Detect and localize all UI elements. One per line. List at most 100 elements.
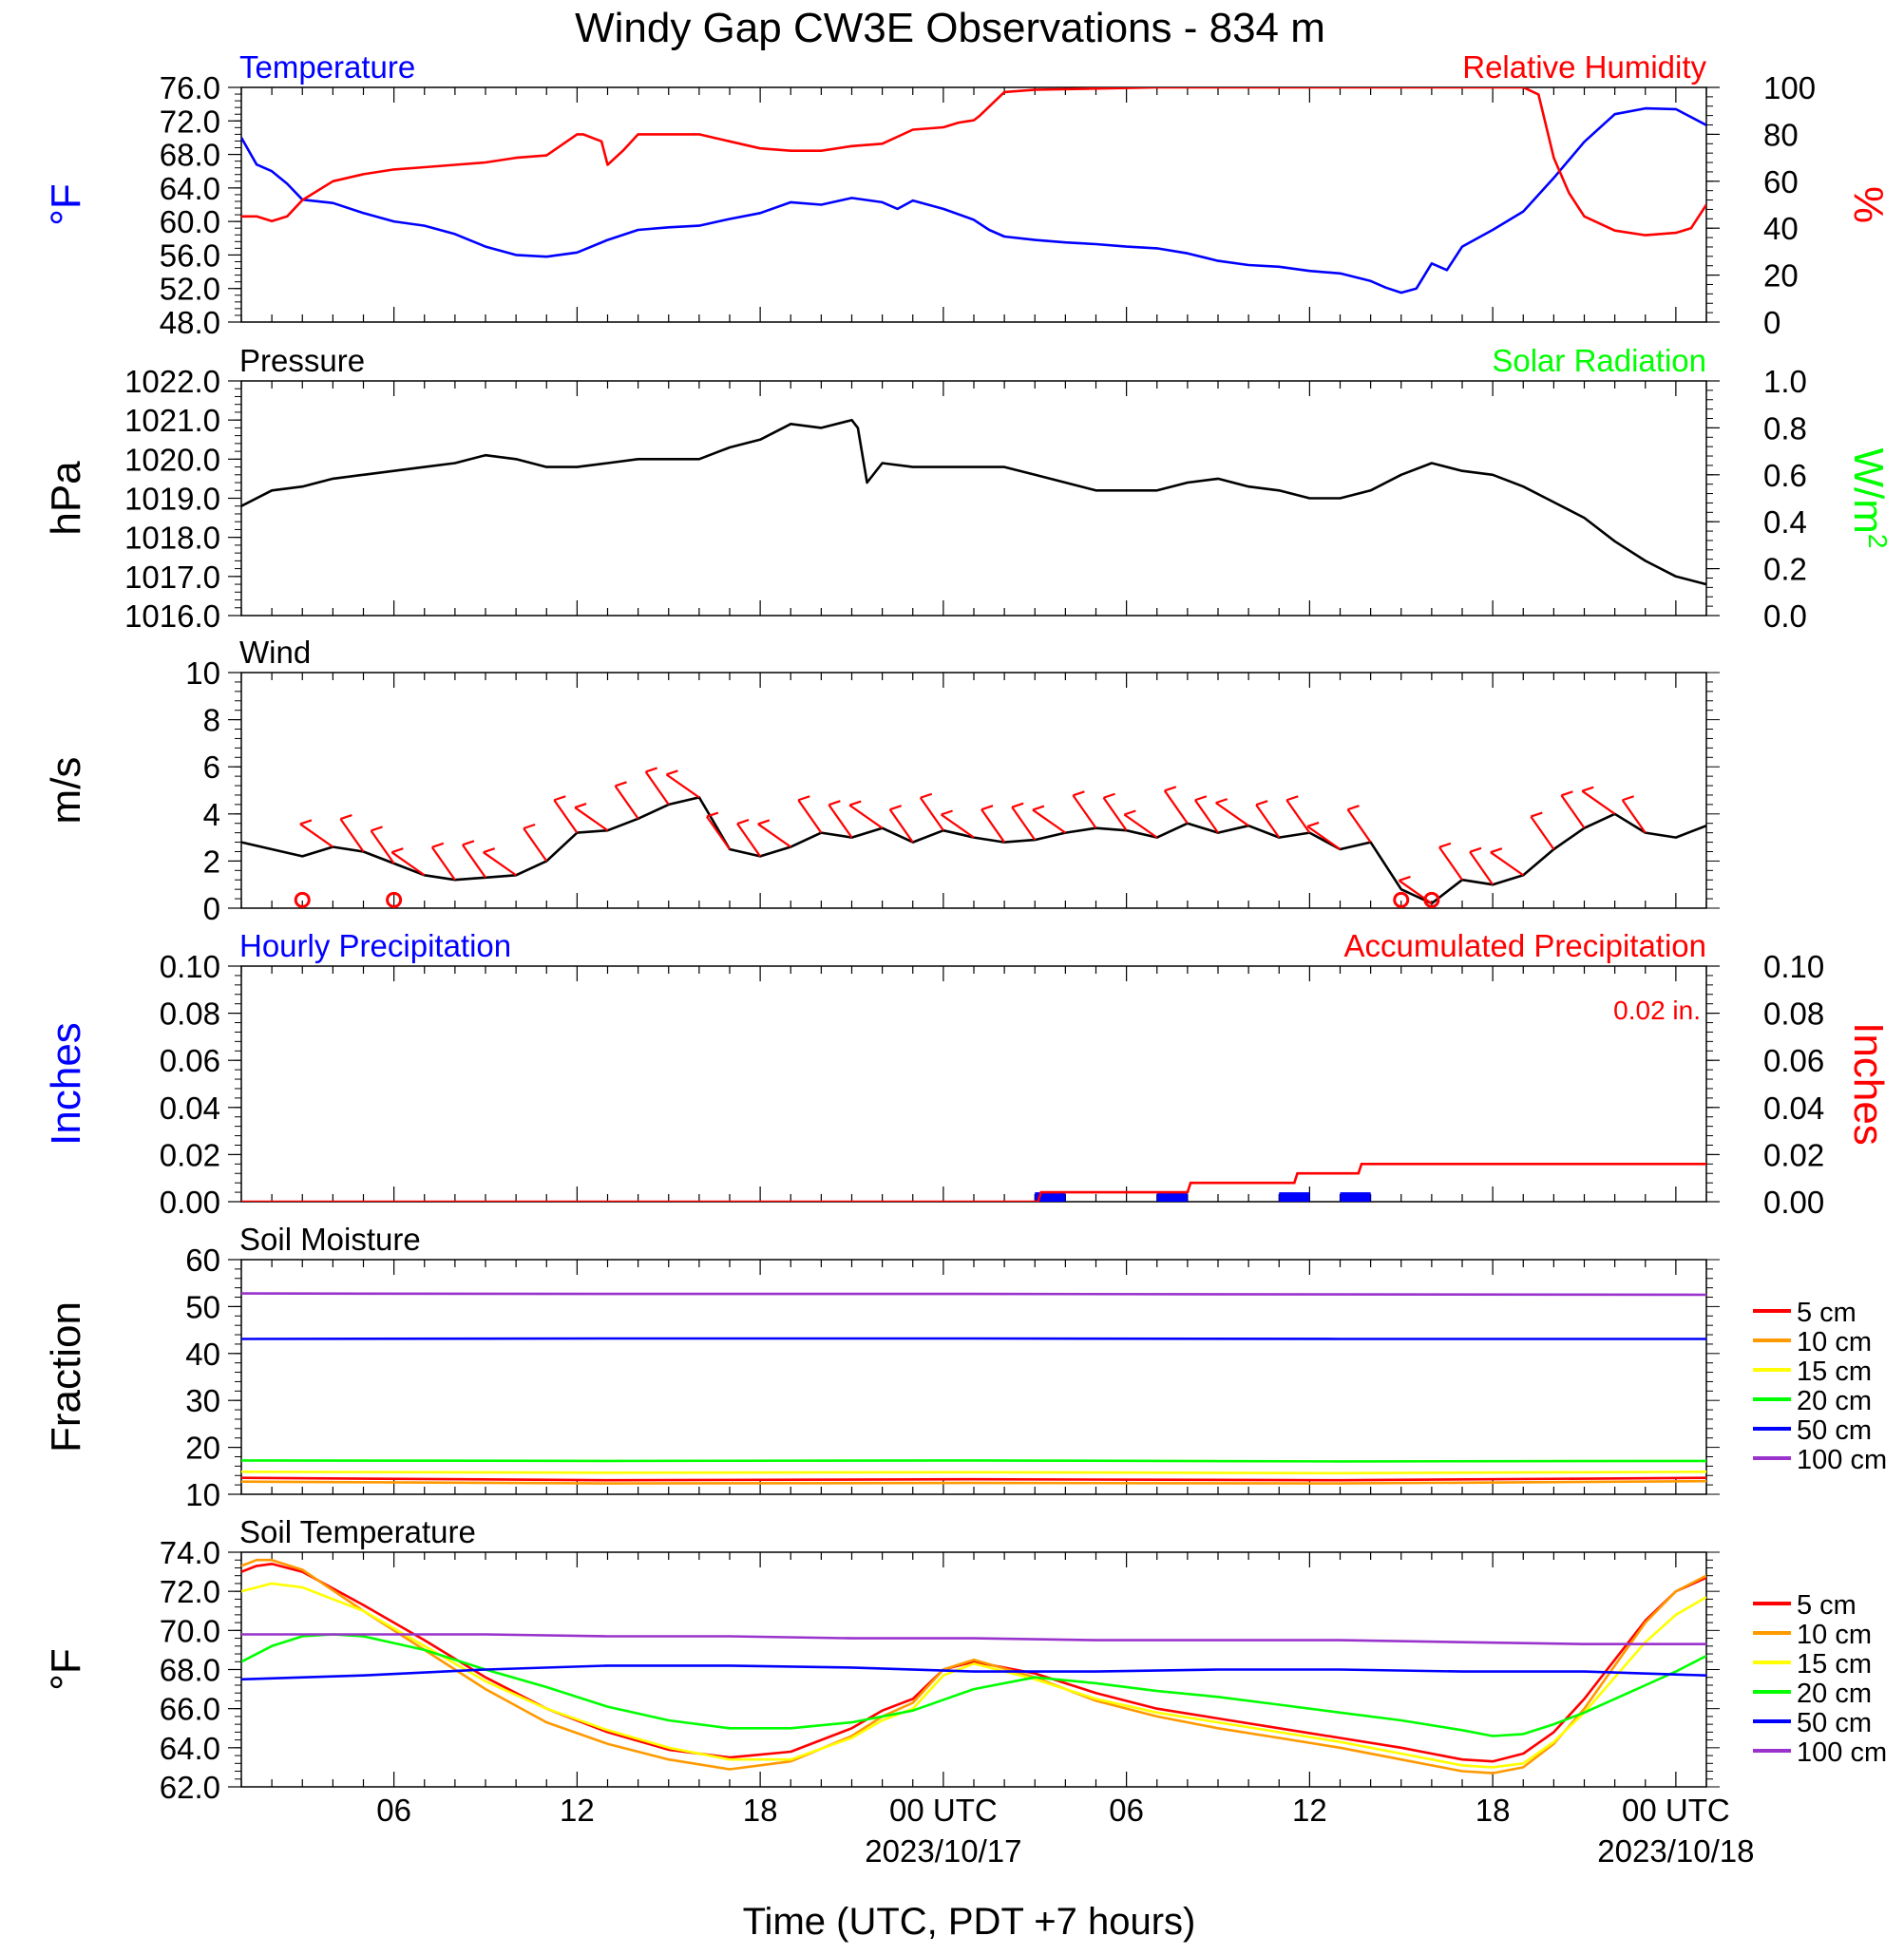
wind-barb bbox=[1306, 826, 1342, 850]
legend-label: 50 cm bbox=[1797, 1415, 1872, 1446]
y-tick-label-right: 0.10 bbox=[1763, 949, 1824, 984]
plot-frame bbox=[240, 965, 1707, 1203]
wind-barb-flag bbox=[462, 840, 475, 846]
wind-barb bbox=[828, 804, 853, 839]
wind-barb-flag bbox=[574, 803, 587, 809]
plot-area bbox=[241, 767, 1706, 905]
wind-barb-flag bbox=[431, 842, 445, 848]
wind-barb bbox=[1346, 808, 1372, 844]
series-line-5-cm bbox=[241, 1476, 1706, 1482]
y-tick-label-left: 56.0 bbox=[160, 237, 220, 273]
y-tick-label-left: 6 bbox=[203, 750, 220, 785]
y-tick-label-left: 74.0 bbox=[160, 1535, 220, 1570]
y-tick-label-left: 1020.0 bbox=[124, 442, 220, 477]
y-tick-label-right: 0 bbox=[1763, 305, 1780, 340]
y-tick-label-left: 2 bbox=[203, 844, 220, 879]
y-tick-label-left: 0 bbox=[203, 891, 220, 926]
wind-barb bbox=[1255, 804, 1281, 839]
y-tick-label-left: 0.04 bbox=[160, 1091, 220, 1126]
hourly-precip-bar bbox=[1156, 1192, 1188, 1202]
wind-barb-flag bbox=[1011, 802, 1024, 808]
wind-barb-flag bbox=[299, 819, 313, 826]
y-axis-label-left: m/s bbox=[43, 757, 89, 825]
series-line-20-cm bbox=[241, 1633, 1706, 1737]
y-tick-label-right: 1.0 bbox=[1763, 364, 1807, 399]
wind-barb-flag bbox=[1581, 786, 1594, 792]
y-tick-label-left: 66.0 bbox=[160, 1692, 220, 1727]
wind-barb-flag bbox=[1215, 798, 1228, 805]
wind-barb-flag bbox=[920, 792, 933, 799]
y-tick-label-right: 0.02 bbox=[1763, 1137, 1824, 1172]
y-tick-label-left: 64.0 bbox=[160, 1731, 220, 1766]
series-line-temperature bbox=[241, 106, 1706, 294]
wind-barb bbox=[644, 770, 670, 806]
wind-barb-flag bbox=[1490, 847, 1503, 854]
y-tick-label-left: 0.00 bbox=[160, 1185, 220, 1220]
calm-wind-marker bbox=[294, 891, 311, 908]
y-tick-label-left: 1017.0 bbox=[124, 560, 220, 595]
calm-wind-marker bbox=[386, 891, 403, 908]
y-tick-label-right: 80 bbox=[1763, 117, 1799, 152]
wind-barb bbox=[1032, 808, 1067, 834]
y-axis-label-right: Inches bbox=[1845, 1022, 1892, 1146]
panel-precipitation: 0.10 0.08 0.06 0.04 0.02 0.00 0.10 0.08 0.06 0.04… bbox=[43, 928, 1892, 1220]
y-tick-label-right: 0.00 bbox=[1763, 1185, 1824, 1220]
wind-barb bbox=[848, 804, 884, 829]
x-tick-label: 00 UTC bbox=[1622, 1793, 1730, 1828]
series-line-15-cm bbox=[241, 1471, 1706, 1475]
wind-barb-flag bbox=[340, 814, 352, 821]
wind-barb bbox=[1102, 797, 1128, 831]
y-tick-label-left: 0.06 bbox=[160, 1043, 220, 1078]
panel-title-left: Temperature bbox=[239, 49, 415, 85]
panel-soil_temperature: 74.0 72.0 70.0 68.0 66.0 64.0 62.0 Soil Tempera… bbox=[43, 1514, 1887, 1805]
wind-barb-flag bbox=[1255, 800, 1268, 807]
panel-title-right: Accumulated Precipitation bbox=[1343, 928, 1706, 963]
y-axis-label-left: °F bbox=[43, 183, 89, 225]
wind-barb-flag bbox=[1622, 795, 1635, 802]
wind-barb bbox=[299, 823, 334, 848]
wind-barb bbox=[665, 773, 700, 799]
wind-barb-flag bbox=[1399, 875, 1411, 882]
y-tick-label-left: 52.0 bbox=[160, 272, 220, 307]
y-tick-label-right: 40 bbox=[1763, 211, 1799, 246]
panel-wind: 10 8 6 4 2 0 Wind m/s bbox=[43, 635, 1720, 926]
x-tick-date-label: 2023/10/17 bbox=[865, 1833, 1021, 1869]
y-tick-label-left: 1022.0 bbox=[124, 364, 220, 399]
wind-barb bbox=[1011, 807, 1037, 841]
wind-barb-flag bbox=[1073, 790, 1085, 797]
wind-barb bbox=[736, 823, 762, 858]
wind-barb bbox=[1215, 802, 1249, 827]
x-tick-label: 18 bbox=[743, 1793, 778, 1828]
legend-label: 100 cm bbox=[1797, 1445, 1887, 1475]
x-tick-label: 12 bbox=[1292, 1793, 1327, 1828]
wind-barb bbox=[1123, 813, 1158, 839]
legend-label: 5 cm bbox=[1797, 1590, 1856, 1621]
wind-barb-flag bbox=[757, 819, 771, 826]
y-tick-label-left: 30 bbox=[185, 1383, 220, 1418]
y-axis-label-left: hPa bbox=[43, 461, 89, 536]
series-line-15-cm bbox=[241, 1582, 1706, 1769]
wind-barb bbox=[1581, 789, 1616, 815]
wind-barb bbox=[462, 844, 486, 879]
wind-barb-flag bbox=[706, 811, 719, 818]
y-tick-label-left: 20 bbox=[185, 1431, 220, 1466]
y-tick-label-right: 20 bbox=[1763, 258, 1799, 294]
wind-barb bbox=[1163, 789, 1189, 825]
y-tick-label-left: 1019.0 bbox=[124, 482, 220, 517]
y-tick-label-right: 100 bbox=[1763, 70, 1816, 105]
wind-barb-flag bbox=[390, 847, 404, 854]
wind-barb bbox=[797, 799, 823, 834]
wind-barb-flag bbox=[1285, 795, 1299, 802]
wind-barb bbox=[888, 808, 914, 844]
plot-area bbox=[241, 1292, 1706, 1485]
wind-barb bbox=[1438, 846, 1463, 881]
legend-label: 20 cm bbox=[1797, 1679, 1872, 1709]
wind-barb bbox=[919, 797, 944, 831]
plot-frame bbox=[240, 672, 1707, 909]
y-tick-label-left: 72.0 bbox=[160, 1574, 220, 1609]
legend-label: 100 cm bbox=[1797, 1737, 1887, 1768]
x-tick-label: 06 bbox=[376, 1793, 411, 1828]
y-tick-label-left: 68.0 bbox=[160, 138, 220, 173]
wind-barb bbox=[339, 818, 365, 853]
y-tick-label-left: 68.0 bbox=[160, 1653, 220, 1688]
